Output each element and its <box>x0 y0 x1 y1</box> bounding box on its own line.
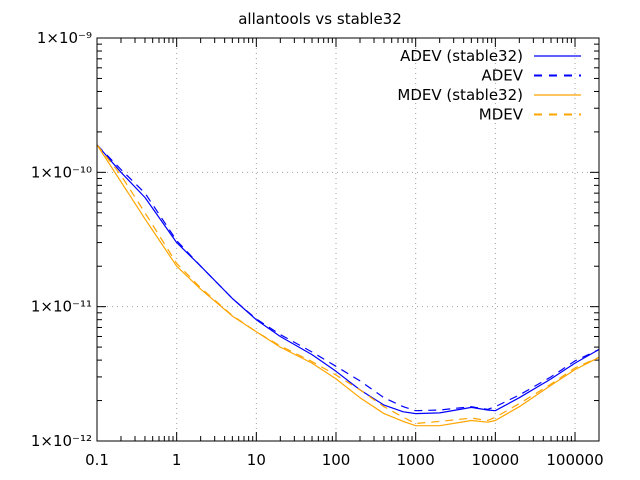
legend-label-1: ADEV <box>481 67 523 85</box>
x-tick-label: 100000 <box>546 451 603 469</box>
x-tick-label: 0.1 <box>85 451 109 469</box>
series-line-2 <box>96 144 600 427</box>
data-series <box>96 144 600 427</box>
plot-frame <box>96 37 600 442</box>
x-tick-label: 100 <box>322 451 351 469</box>
series-line-3 <box>96 144 600 425</box>
y-tick-label: 1×10⁻¹² <box>31 432 92 450</box>
x-tick-label: 10000 <box>471 451 519 469</box>
y-tick-label: 1×10⁻⁹ <box>37 29 92 47</box>
x-tick-label: 10 <box>247 451 266 469</box>
axis-ticks: 0.1 1 10 100 1000 10000 100000 1×10⁻¹² 1×10⁻¹¹ 1×… <box>31 29 604 469</box>
grid-lines <box>97 38 599 441</box>
y-tick-label: 1×10⁻¹¹ <box>31 298 92 316</box>
y-tick-label: 1×10⁻¹⁰ <box>31 163 92 181</box>
legend-label-0: ADEV (stable32) <box>400 47 523 65</box>
series-line-1 <box>96 144 600 412</box>
series-line-0 <box>96 144 600 415</box>
x-tick-label: 1000 <box>397 451 435 469</box>
x-tick-label: 1 <box>172 451 182 469</box>
legend-label-2: MDEV (stable32) <box>397 86 523 104</box>
legend-label-3: MDEV <box>479 106 524 124</box>
chart-title: allantools vs stable32 <box>238 10 402 28</box>
